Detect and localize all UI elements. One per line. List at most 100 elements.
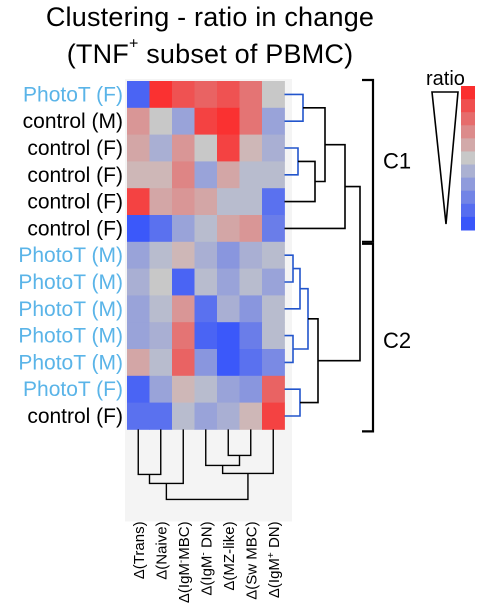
dendrogram-link xyxy=(303,107,326,183)
heatmap-cell xyxy=(127,295,150,323)
row-dendrogram xyxy=(284,93,361,417)
heatmap-cell xyxy=(149,188,173,216)
heatmap-cell xyxy=(262,402,285,430)
dendrogram-link xyxy=(300,318,319,404)
heatmap-cell xyxy=(172,322,195,350)
heatmap-cell xyxy=(262,295,285,323)
legend-swatch xyxy=(461,86,475,100)
heatmap-cell xyxy=(194,268,218,296)
heatmap-cell xyxy=(239,81,263,109)
heatmap-cell xyxy=(149,241,173,269)
heatmap-cell xyxy=(194,161,218,189)
column-label: Δ(IgM+ DN) xyxy=(266,521,283,598)
heatmap-cell xyxy=(262,215,285,243)
heatmap-cell xyxy=(239,134,263,162)
heatmap-cells xyxy=(127,81,285,430)
chart-title-line-2: (TNF+ subset of PBMC) xyxy=(0,36,420,70)
cluster-bracket-c2 xyxy=(362,242,375,433)
column-label: Δ(Sw MBC) xyxy=(244,521,261,599)
heatmap-cell xyxy=(262,107,285,135)
color-legend: ratio xyxy=(426,68,475,231)
heatmap-cell xyxy=(262,161,285,189)
heatmap-cell xyxy=(239,161,263,189)
legend-swatch xyxy=(461,138,475,152)
heatmap-cell xyxy=(149,349,173,377)
legend-swatch xyxy=(461,151,475,166)
heatmap-cell xyxy=(217,402,240,430)
heatmap-cell xyxy=(262,268,285,296)
row-label: PhotoT (M) xyxy=(18,351,123,374)
row-label: control (M) xyxy=(23,110,123,133)
heatmap-cell xyxy=(239,107,263,135)
heatmap-cell xyxy=(217,241,240,269)
heatmap-cell xyxy=(262,188,285,216)
heatmap-cell xyxy=(127,322,150,350)
row-label: control (F) xyxy=(27,164,123,187)
heatmap-cell xyxy=(172,241,195,269)
column-label: Δ(MZ-like) xyxy=(221,521,238,590)
legend-swatch xyxy=(461,99,475,113)
row-labels: PhotoT (F) control (M) control (F) control … xyxy=(18,83,123,428)
dendrogram-link xyxy=(165,473,249,501)
heatmap-cell xyxy=(262,322,285,350)
heatmap-cell xyxy=(194,134,218,162)
heatmap-cell xyxy=(127,268,150,296)
heatmap-cell xyxy=(172,295,195,323)
heatmap-cell xyxy=(172,81,195,109)
heatmap-cell xyxy=(217,134,240,162)
heatmap-cell xyxy=(262,349,285,377)
heatmap-cell xyxy=(172,188,195,216)
heatmap-cell xyxy=(217,349,240,377)
heatmap-cell xyxy=(239,188,263,216)
heatmap-cell xyxy=(239,241,263,269)
row-label: PhotoT (M) xyxy=(18,271,123,294)
heatmap-cell xyxy=(262,134,285,162)
row-label: PhotoT (M) xyxy=(18,298,123,321)
dendrogram-link xyxy=(318,185,361,362)
heatmap-cell xyxy=(194,81,218,109)
heatmap-cell xyxy=(194,215,218,243)
heatmap-cell xyxy=(194,295,218,323)
heatmap-cell xyxy=(149,134,173,162)
heatmap-cell xyxy=(127,215,150,243)
chart-title-pre: (TNF xyxy=(66,39,129,69)
heatmap-cell xyxy=(239,402,263,430)
heatmap-cell xyxy=(127,188,150,216)
row-label: PhotoT (F) xyxy=(23,83,123,106)
heatmap-cell xyxy=(127,402,150,430)
column-label: Δ(Naive) xyxy=(154,521,171,579)
heatmap-cell xyxy=(127,375,150,403)
heatmap-cell xyxy=(172,107,195,135)
heatmap-cell xyxy=(127,134,150,162)
heatmap-cell xyxy=(239,349,263,377)
heatmap-cell xyxy=(217,295,240,323)
heatmap-cell xyxy=(172,134,195,162)
heatmap-cell xyxy=(172,161,195,189)
row-label: PhotoT (F) xyxy=(23,378,123,401)
legend-swatch xyxy=(461,177,475,192)
heatmap-cell xyxy=(217,107,240,135)
heatmap-cell xyxy=(127,107,150,135)
heatmap-cell xyxy=(149,81,173,109)
legend-swatch xyxy=(461,216,475,231)
heatmap-cell xyxy=(194,375,218,403)
heatmap-cell xyxy=(172,375,195,403)
legend-swatch xyxy=(461,190,475,205)
heatmap-cell xyxy=(217,188,240,216)
column-label: Δ(IgM-MBC) xyxy=(176,521,193,603)
heatmap-cell xyxy=(217,215,240,243)
column-label: Δ(Trans) xyxy=(131,521,148,579)
legend-swatch xyxy=(461,125,475,139)
cluster-label-c1: C1 xyxy=(383,148,411,173)
cluster-brackets xyxy=(362,78,375,433)
row-label: control (F) xyxy=(27,405,123,428)
column-dendrogram xyxy=(137,429,274,501)
chart-title-main: Clustering - ratio in change xyxy=(45,2,375,32)
heatmap-cell xyxy=(239,215,263,243)
heatmap-cell xyxy=(127,349,150,377)
heatmap-cell xyxy=(239,375,263,403)
heatmap-cell xyxy=(194,349,218,377)
legend-triangle xyxy=(431,91,459,225)
cluster-label-c2: C2 xyxy=(383,328,411,353)
heatmap-cell xyxy=(149,295,173,323)
